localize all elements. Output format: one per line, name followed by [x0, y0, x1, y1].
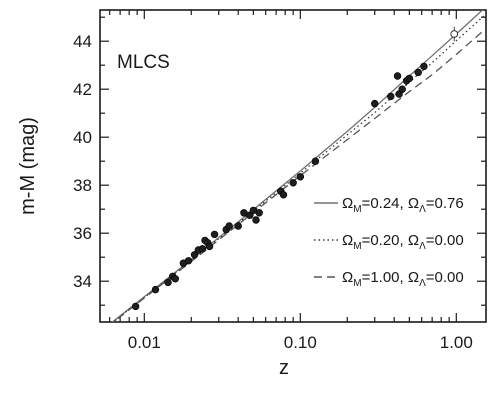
supernova-point: [198, 245, 207, 253]
supernova-point-open: [450, 30, 459, 38]
y-tick-label: 36: [73, 224, 92, 243]
legend: ΩM=0.24, ΩΛ=0.76 ΩM=0.20, ΩΛ=0.00 ΩM=1.00,…: [314, 195, 464, 289]
y-axis-title: m-M (mag): [17, 117, 39, 215]
supernova-point: [205, 242, 214, 251]
model-curve-solid: [111, 10, 484, 322]
model-curve-dashed: [112, 29, 485, 322]
supernova-point: [184, 257, 193, 265]
supernova-point: [255, 209, 263, 217]
supernova-point: [296, 173, 305, 181]
y-tick-label: 34: [73, 272, 92, 291]
supernova-point: [210, 230, 219, 239]
supernova-point: [311, 157, 320, 165]
supernova-point: [414, 68, 422, 77]
x-tick-label: 1.00: [440, 333, 473, 352]
supernova-point: [164, 278, 172, 287]
x-tick-label: 0.01: [128, 333, 161, 352]
y-tick-label: 40: [73, 128, 92, 147]
panel-label: MLCS: [117, 52, 170, 73]
supernova-point: [398, 85, 406, 93]
supernova-point: [387, 92, 395, 101]
y-tick-label: 38: [73, 176, 92, 195]
supernova-point: [252, 216, 260, 224]
supernova-point: [279, 191, 288, 199]
y-tick-label: 42: [73, 80, 92, 99]
x-tick-label: 0.10: [284, 333, 317, 352]
legend-entry: ΩM=0.20, ΩΛ=0.00: [342, 232, 464, 252]
supernova-point: [393, 72, 402, 80]
axis-ticks: 0.01 0.10 1.00 34 36 38 40 42 44: [73, 10, 486, 352]
legend-entry: ΩM=0.24, ΩΛ=0.76: [342, 195, 464, 215]
supernova-point: [234, 222, 242, 230]
supernova-point: [151, 285, 160, 294]
model-curves: [111, 10, 485, 322]
supernova-point: [289, 179, 297, 187]
supernova-point: [225, 222, 233, 230]
model-curve-dotted: [112, 15, 485, 322]
supernova-point: [190, 251, 199, 259]
legend-entry: ΩM=1.00, ΩΛ=0.00: [342, 269, 464, 289]
supernova-point: [131, 302, 140, 311]
supernova-point: [371, 99, 379, 108]
supernova-point: [405, 74, 414, 83]
y-tick-label: 44: [73, 32, 92, 51]
data-points: [131, 26, 459, 311]
x-axis-title: z: [279, 357, 289, 379]
supernova-point: [420, 62, 428, 71]
supernova-point: [171, 275, 179, 283]
